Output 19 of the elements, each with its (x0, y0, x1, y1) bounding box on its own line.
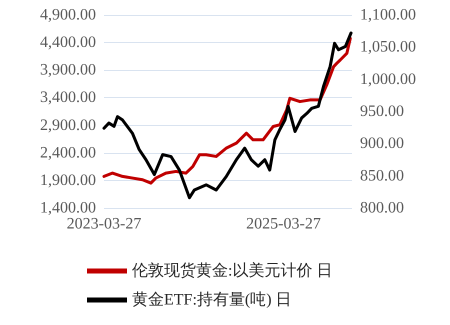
x-tick-label: 2025-03-27 (246, 216, 321, 232)
y-tick-label: 2,400.00 (40, 144, 96, 162)
legend-label: 黄金ETF:持有量(吨) 日 (132, 290, 292, 308)
y-tick-label: 1,900.00 (40, 172, 96, 189)
y2-tick-label: 800.00 (360, 200, 404, 216)
y-tick-label: 4,400.00 (40, 34, 96, 52)
y2-tick-label: 850.00 (360, 167, 404, 184)
y2-tick-label: 950.00 (360, 103, 404, 120)
y2-tick-label: 1,100.00 (360, 6, 416, 24)
y-tick-label: 2,900.00 (40, 116, 96, 134)
legend-label: 伦敦现货黄金:以美元计价 日 (132, 262, 332, 280)
y2-tick-label: 1,050.00 (360, 38, 416, 56)
y2-tick-label: 1,000.00 (360, 70, 416, 88)
y-tick-label: 4,900.00 (40, 6, 96, 24)
y2-tick-label: 900.00 (360, 135, 404, 152)
x-tick-label: 2023-03-27 (66, 216, 142, 232)
y-tick-label: 3,900.00 (40, 62, 96, 79)
y-tick-label: 1,400.00 (40, 200, 96, 216)
y-tick-label: 3,400.00 (40, 89, 96, 106)
